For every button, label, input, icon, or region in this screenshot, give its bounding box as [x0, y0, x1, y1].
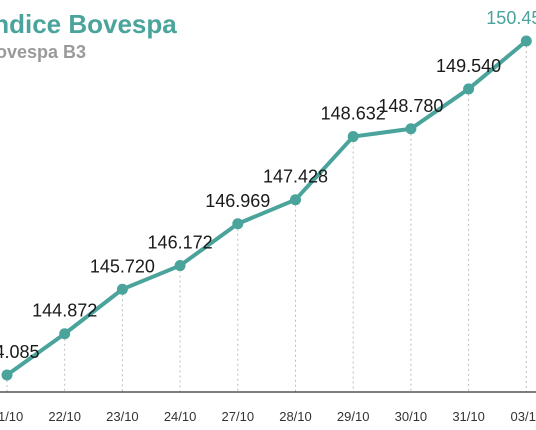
data-point-2 [59, 328, 71, 340]
x-tick-label-2: 22/10 [48, 409, 81, 424]
x-tick-label-6: 28/10 [279, 409, 312, 424]
data-point-10 [520, 35, 532, 47]
x-tick-label-8: 30/10 [395, 409, 428, 424]
x-tick-label-7: 29/10 [337, 409, 370, 424]
data-point-1 [1, 369, 13, 381]
data-label-7: 148.632 [321, 104, 386, 124]
data-label-1: 144.085 [0, 342, 40, 362]
series-line [5, 39, 529, 377]
data-label-2: 144.872 [32, 301, 97, 321]
chart-title: Índice Bovespa [0, 9, 177, 39]
data-label-4: 146.172 [148, 233, 213, 253]
x-tick-label-10: 03/11 [511, 409, 536, 424]
data-point-3 [116, 283, 128, 295]
x-tick-label-4: 24/10 [164, 409, 197, 424]
x-tick-label-5: 27/10 [222, 409, 255, 424]
data-point-7 [347, 131, 359, 143]
data-label-9: 149.540 [436, 56, 501, 76]
data-label-6: 147.428 [263, 167, 328, 187]
x-tick-label-1: 21/10 [0, 409, 23, 424]
data-label-10: 150.454 [486, 8, 536, 28]
data-point-8 [405, 123, 417, 135]
data-label-5: 146.969 [205, 191, 270, 211]
chart-subtitle: Ibovespa B3 [0, 42, 86, 62]
grid-lines [6, 41, 527, 392]
series-line-group [5, 39, 529, 377]
data-label-8: 148.780 [378, 96, 443, 116]
data-label-3: 145.720 [90, 256, 155, 276]
x-tick-label-9: 31/10 [452, 409, 485, 424]
data-point-5 [232, 218, 244, 230]
data-point-4 [174, 260, 186, 272]
data-points [1, 35, 532, 381]
x-tick-labels: 21/10 22/10 23/10 24/10 27/10 28/10 29/10 30/10… [0, 409, 536, 424]
x-tick-label-3: 23/10 [106, 409, 139, 424]
data-point-9 [463, 83, 475, 95]
data-point-6 [290, 194, 301, 206]
data-labels: 144.085 144.872 145.720 146.172 146.969 147.4… [0, 8, 536, 362]
